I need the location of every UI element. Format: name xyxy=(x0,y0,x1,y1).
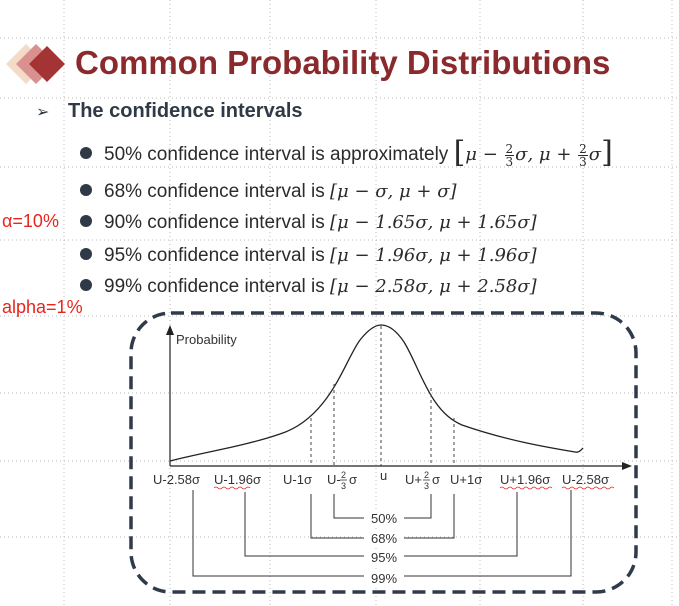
bell-curve xyxy=(169,324,584,462)
y-axis-arrow-icon xyxy=(166,325,174,335)
bullet-dot-icon xyxy=(80,214,92,227)
bullet-99-percent: 99% confidence interval is [μ − 2.58σ, μ… xyxy=(80,273,537,301)
tick-label: σ xyxy=(432,472,440,487)
bullet-text: 50% confidence interval is approximately xyxy=(104,144,454,165)
spellcheck-underlines xyxy=(213,486,615,490)
bullet-dot-icon xyxy=(80,146,92,159)
bullet-formula: [μ − 1.65σ, μ + 1.65σ] xyxy=(330,212,537,233)
interval-label-50: 50% xyxy=(371,511,397,526)
x-axis-arrow-icon xyxy=(622,462,632,470)
y-axis-label: Probability xyxy=(176,332,237,347)
bullet-formula: [μ − 1.96σ, μ + 1.96σ] xyxy=(330,245,537,266)
dashed-frame xyxy=(129,311,638,594)
x-tick-labels: U-2.58σ U-1.96σ U-1σ U- 2 3 σ u U+ 2 3 σ… xyxy=(153,468,609,491)
bullet-dot-icon xyxy=(80,183,92,196)
tick-label: U-1.96σ xyxy=(214,472,261,487)
tick-label: U-1σ xyxy=(283,472,312,487)
bullet-50-percent: 50% confidence interval is approximately… xyxy=(80,135,613,170)
bullet-90-percent: 90% confidence interval is [μ − 1.65σ, μ… xyxy=(80,209,537,237)
bullet-formula: [μ − 2 3 σ, μ + 2 3 σ] xyxy=(453,135,613,170)
tick-label: U-2.58σ xyxy=(562,472,609,487)
bullet-dot-icon xyxy=(80,278,92,291)
tick-label: U+ xyxy=(405,472,422,487)
tick-label: 3 xyxy=(424,481,429,491)
bullet-95-percent: 95% confidence interval is [μ − 1.96σ, μ… xyxy=(80,242,537,270)
alpha-10-note: α=10% xyxy=(2,211,59,231)
bullet-dot-icon xyxy=(80,247,92,260)
interval-labels: 50% 68% 95% 99% xyxy=(364,510,404,586)
bullet-68-percent: 68% confidence interval is [μ − σ, μ + σ… xyxy=(80,178,457,206)
slide-title: Common Probability Distributions xyxy=(75,44,611,81)
slide-subtitle: The confidence intervals xyxy=(68,100,303,122)
tick-label: u xyxy=(380,468,387,483)
tick-label: 3 xyxy=(341,481,346,491)
tick-label: 2 xyxy=(424,470,429,480)
bullet-text: 99% confidence interval is xyxy=(104,276,331,297)
tick-label: 2 xyxy=(341,470,346,480)
tick-label: σ xyxy=(349,472,357,487)
tick-label: U+1σ xyxy=(450,472,482,487)
interval-label-68: 68% xyxy=(371,531,397,546)
tick-label: U-2.58σ xyxy=(153,472,200,487)
diamond-logo-icon xyxy=(6,44,65,84)
bullet-text: 68% confidence interval is xyxy=(104,181,331,202)
alpha-1-note: alpha=1% xyxy=(2,297,83,317)
interval-label-95: 95% xyxy=(371,550,397,565)
interval-label-99: 99% xyxy=(371,571,397,586)
tick-label: U+1.96σ xyxy=(500,472,550,487)
bullet-formula: [μ − 2.58σ, μ + 2.58σ] xyxy=(330,276,537,297)
tick-label: U- xyxy=(327,472,341,487)
arrow-bullet-icon: ➢ xyxy=(36,104,50,121)
bullet-formula: [μ − σ, μ + σ] xyxy=(330,181,457,202)
sigma-markers xyxy=(310,326,455,466)
bullet-text: 95% confidence interval is xyxy=(104,245,331,266)
bullet-text: 90% confidence interval is xyxy=(104,212,331,233)
